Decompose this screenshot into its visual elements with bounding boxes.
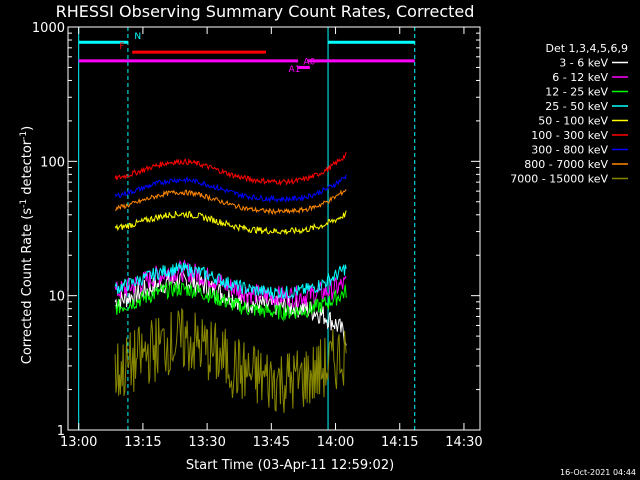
y-axis-label: Corrected Count Rate (s-1 detector-1): [19, 126, 35, 364]
y-tick-label-3: 1000: [32, 21, 65, 36]
series-line-6: [114, 174, 347, 204]
y-axis-label-main: Corrected Count Rate (s: [20, 208, 35, 365]
legend-label-0: 3 - 6 keV: [559, 57, 608, 70]
x-axis-label: Start Time (03-Apr-11 12:59:02): [186, 458, 394, 473]
series-line-8: [114, 307, 347, 413]
chart-title: RHESSI Observing Summary Count Rates, Co…: [56, 2, 475, 21]
legend-label-5: 100 - 300 keV: [531, 129, 608, 142]
y-axis-label-mid: detector: [20, 139, 35, 199]
y-axis-label-sup2: -1: [19, 131, 29, 140]
flag-label-a0: A0: [303, 57, 315, 67]
series-line-3: [114, 261, 347, 301]
legend-label-3: 25 - 50 keV: [545, 100, 608, 113]
y-tick-label-2: 100: [40, 155, 65, 170]
series-line-7: [114, 189, 347, 215]
legend-title: Det 1,3,4,5,6,9: [545, 42, 628, 55]
legend-label-7: 800 - 7000 keV: [524, 158, 608, 171]
x-tick-label-3: 13:45: [253, 435, 290, 450]
x-tick-label-1: 13:15: [124, 435, 161, 450]
x-tick-label-4: 14:00: [317, 435, 354, 450]
legend-label-8: 7000 - 15000 keV: [510, 173, 608, 186]
y-axis-label-sup1: -1: [19, 199, 29, 208]
flag-label-n: N: [134, 32, 141, 42]
series-line-5: [114, 151, 347, 186]
y-tick-label-1: 10: [48, 290, 65, 305]
x-tick-label-0: 13:00: [60, 435, 97, 450]
series-line-1: [114, 258, 347, 308]
legend-label-2: 12 - 25 keV: [545, 86, 608, 99]
legend-label-4: 50 - 100 keV: [538, 115, 608, 128]
series-line-2: [114, 281, 347, 322]
timestamp: 16-Oct-2021 04:44: [560, 468, 636, 477]
legend-label-6: 300 - 800 keV: [531, 144, 608, 157]
legend-label-1: 6 - 12 keV: [552, 71, 608, 84]
series-line-4: [114, 210, 347, 236]
axes: 13:00 13:15 13:30 13:45 14:00 14:15 14:30 1 10 10…: [32, 21, 483, 450]
x-tick-label-6: 14:30: [445, 435, 482, 450]
y-tick-label-0: 1: [57, 424, 65, 439]
flag-label-a1: A1: [288, 65, 300, 75]
y-axis-label-end: ): [20, 126, 35, 131]
x-tick-label-2: 13:30: [188, 435, 225, 450]
plot-frame: [67, 26, 481, 431]
x-tick-label-5: 14:15: [381, 435, 418, 450]
flag-label-f: F: [119, 42, 124, 52]
